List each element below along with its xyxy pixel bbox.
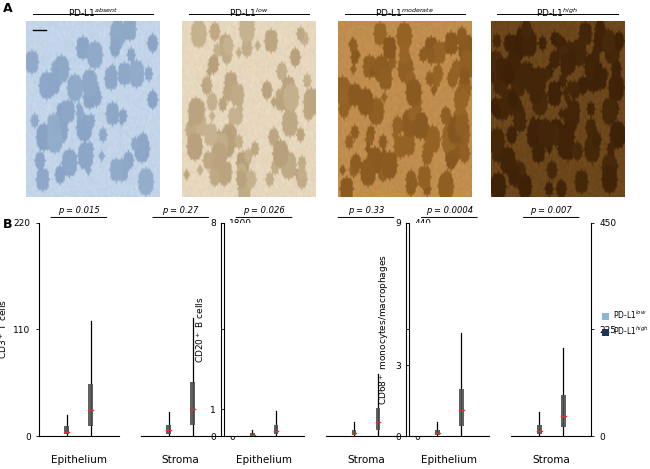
- Bar: [64, 426, 70, 434]
- Text: p = 0.0004: p = 0.0004: [426, 206, 473, 215]
- Bar: [166, 425, 171, 434]
- Text: PD-L1$^{high}$: PD-L1$^{high}$: [536, 7, 578, 19]
- Text: Epithelium: Epithelium: [421, 455, 477, 465]
- Bar: [537, 425, 541, 434]
- Bar: [190, 382, 195, 425]
- Text: A: A: [3, 2, 13, 15]
- Bar: [250, 433, 255, 436]
- Bar: [352, 430, 356, 435]
- Y-axis label: CD68$^+$ monocytes/macrophages: CD68$^+$ monocytes/macrophages: [378, 254, 391, 405]
- Text: Epithelium: Epithelium: [236, 455, 292, 465]
- Bar: [459, 389, 463, 426]
- Text: B: B: [3, 218, 13, 231]
- Y-axis label: CD20$^+$ B cells: CD20$^+$ B cells: [194, 296, 206, 363]
- Text: Stroma: Stroma: [347, 455, 385, 465]
- Text: p = 0.015: p = 0.015: [58, 206, 99, 215]
- Text: p = 0.026: p = 0.026: [243, 206, 285, 215]
- Y-axis label: CD3$^+$ T cells: CD3$^+$ T cells: [0, 300, 9, 359]
- Bar: [274, 425, 278, 434]
- Text: Epithelium: Epithelium: [51, 455, 107, 465]
- Text: p = 0.27: p = 0.27: [162, 206, 199, 215]
- Bar: [561, 395, 566, 427]
- Bar: [376, 408, 380, 431]
- Text: PD-L1$^{low}$: PD-L1$^{low}$: [229, 7, 268, 19]
- Text: Stroma: Stroma: [162, 455, 200, 465]
- Text: p = 0.007: p = 0.007: [530, 206, 572, 215]
- Text: PD-L1$^{absent}$: PD-L1$^{absent}$: [68, 7, 118, 19]
- Bar: [435, 430, 440, 435]
- Text: Stroma: Stroma: [532, 455, 570, 465]
- Legend: PD-L1$^{low}$, PD-L1$^{high}$: PD-L1$^{low}$, PD-L1$^{high}$: [602, 309, 648, 337]
- Text: PD-L1$^{moderate}$: PD-L1$^{moderate}$: [375, 7, 434, 19]
- Text: p = 0.33: p = 0.33: [348, 206, 384, 215]
- Bar: [88, 384, 93, 426]
